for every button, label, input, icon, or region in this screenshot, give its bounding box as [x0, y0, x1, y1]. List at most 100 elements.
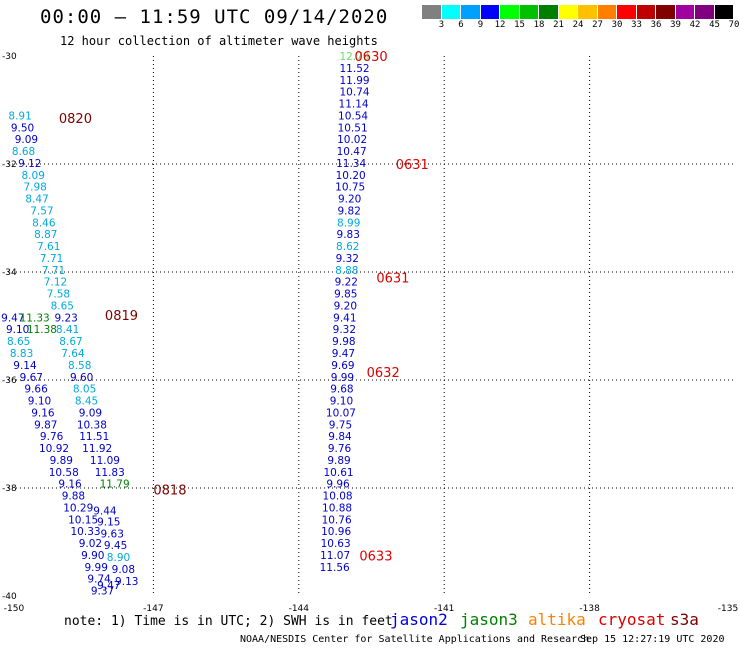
colorbar-label: 18: [533, 20, 545, 30]
wave-height-point: 11.51: [79, 431, 109, 443]
colorbar-swatch: [480, 5, 500, 19]
colorbar-label: 6: [458, 20, 464, 30]
wave-height-point: 7.98: [23, 182, 46, 194]
colorbar-label: 9: [477, 20, 484, 30]
legend-item-jason2: jason2: [390, 610, 448, 629]
wave-height-point: 10.96: [321, 526, 351, 538]
wave-height-point: 10.07: [326, 407, 356, 419]
colorbar-swatch: [675, 5, 695, 19]
colorbar-swatches: [422, 5, 740, 19]
colorbar-swatch: [422, 5, 442, 19]
wave-height-point: 8.68: [12, 146, 35, 158]
wave-height-point: 11.34: [336, 158, 366, 170]
wave-height-point: 7.71: [40, 253, 63, 265]
colorbar-label: 27: [592, 20, 603, 30]
colorbar-label: 45: [709, 20, 720, 30]
x-tick-label: -150: [4, 604, 25, 614]
wave-height-point: 9.76: [40, 431, 64, 443]
wave-height-point: 9.96: [326, 479, 350, 491]
wave-height-point: 10.54: [338, 110, 368, 122]
wave-height-point: 10.51: [338, 122, 368, 134]
wave-height-point: 8.90: [107, 552, 130, 564]
wave-height-point: 9.08: [112, 564, 135, 576]
colorbar-swatch: [539, 5, 559, 19]
time-label: 0631: [376, 271, 409, 286]
x-tick-label: -144: [289, 604, 310, 614]
x-tick-label: -147: [143, 604, 163, 614]
wave-height-point: 9.99: [331, 372, 354, 384]
wave-height-point: 10.20: [336, 170, 366, 182]
colorbar-swatch: [656, 5, 676, 19]
page-subtitle: 12 hour collection of altimeter wave hei…: [60, 34, 378, 48]
colorbar-swatch: [578, 5, 598, 19]
wave-height-point: 9.87: [34, 419, 57, 431]
wave-height-point: 10.75: [335, 182, 365, 194]
time-label: 0630: [355, 50, 388, 65]
y-tick-label: -38: [2, 484, 17, 494]
wave-height-point: 10.15: [68, 514, 98, 526]
wave-height-point: 9.13: [115, 576, 138, 588]
wave-height-point: 8.58: [68, 360, 91, 372]
wave-height-point: 9.75: [329, 419, 352, 431]
wave-height-point: 10.33: [71, 526, 101, 538]
colorbar-swatch: [695, 5, 715, 19]
wave-height-point: 9.98: [332, 336, 355, 348]
colorbar-label: 3: [438, 20, 445, 30]
y-tick-label: -34: [2, 268, 17, 278]
wave-height-point: 9.47: [332, 348, 355, 360]
wave-height-point: 8.65: [51, 300, 74, 312]
wave-height-point: 8.47: [25, 194, 48, 206]
colorbar-swatch: [519, 5, 539, 19]
wave-height-point: 7.71: [42, 265, 65, 277]
colorbar-swatch: [597, 5, 617, 19]
time-label: 0818: [153, 484, 186, 499]
wave-height-point: 8.99: [337, 217, 360, 229]
wave-height-point: 9.45: [104, 540, 127, 552]
colorbar-label: 15: [514, 20, 525, 30]
wave-height-point: 9.69: [331, 360, 354, 372]
y-tick-label: -30: [2, 52, 17, 62]
timestamp-text: Sep 15 12:27:19 UTC 2020: [580, 634, 725, 645]
legend-item-cryosat: cryosat: [598, 610, 666, 629]
wave-height-point: 7.61: [37, 241, 60, 253]
wave-height-point: 9.85: [334, 289, 357, 301]
wave-height-point: 11.33: [20, 312, 50, 324]
wave-height-point: 9.14: [13, 360, 37, 372]
wave-height-point: 9.67: [20, 372, 43, 384]
wave-height-point: 8.62: [336, 241, 359, 253]
legend-item-s3a: s3a: [670, 610, 699, 629]
colorbar-label: 39: [670, 20, 681, 30]
colorbar-label: 36: [650, 20, 662, 30]
wave-height-point: 9.16: [31, 407, 55, 419]
legend-item-altika: altika: [528, 610, 586, 629]
wave-height-point: 9.99: [85, 562, 108, 574]
wave-height-point: 9.74: [87, 574, 111, 586]
wave-height-point: 9.47: [1, 312, 24, 324]
wave-height-point: 11.83: [95, 467, 125, 479]
colorbar-label: 70: [728, 20, 740, 30]
wave-height-point: 10.76: [322, 514, 352, 526]
wave-height-point: 8.87: [34, 229, 57, 241]
colorbar-swatch: [558, 5, 578, 19]
wave-height-point: 11.56: [320, 562, 350, 574]
colorbar-swatch: [441, 5, 461, 19]
wave-height-point: 9.60: [70, 372, 93, 384]
note-text: note: 1) Time is in UTC; 2) SWH is in fe…: [64, 614, 393, 629]
wave-height-point: 9.37: [91, 586, 114, 598]
wave-height-point: 9.32: [333, 324, 356, 336]
colorbar-swatch: [500, 5, 520, 19]
wave-height-point: 7.64: [61, 348, 85, 360]
wave-height-point: 10.88: [322, 502, 352, 514]
wave-height-point: 9.09: [79, 407, 102, 419]
wave-height-point: 11.38: [27, 324, 57, 336]
colorbar-label: 42: [689, 20, 701, 30]
wave-height-point: 10.61: [324, 467, 354, 479]
wave-height-point: 9.89: [50, 455, 73, 467]
wave-height-point: 11.09: [90, 455, 120, 467]
wave-height-point: 11.14: [339, 99, 369, 111]
colorbar-label: 30: [611, 20, 623, 30]
wave-height-point: 7.57: [30, 205, 53, 217]
wave-height-point: 9.84: [328, 431, 352, 443]
